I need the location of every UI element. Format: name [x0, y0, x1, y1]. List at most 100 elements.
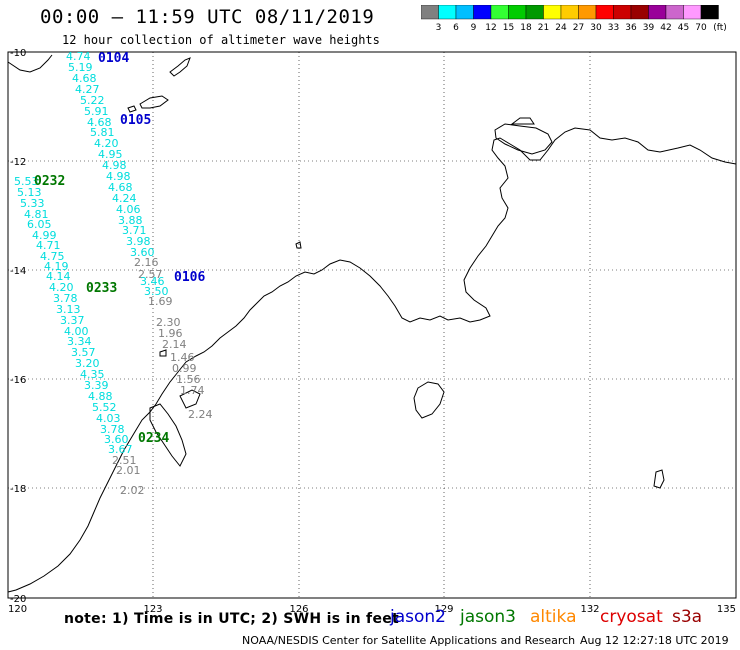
swh-value: 4.27 [75, 83, 100, 96]
swh-value: 3.67 [108, 443, 133, 456]
map-title: 00:00 – 11:59 UTC 08/11/2019 [40, 6, 375, 28]
swh-value: 3.98 [126, 235, 151, 248]
pass-label: 0104 [98, 51, 129, 66]
swh-value: 2.57 [138, 268, 163, 281]
swh-value: 4.19 [44, 260, 69, 273]
swh-value: 5.33 [20, 197, 45, 210]
swh-value: 3.60 [130, 246, 155, 259]
lat-label: -12 [10, 157, 26, 168]
swh-value: 4.20 [49, 281, 74, 294]
swh-value: 5.22 [80, 94, 105, 107]
colorbar-unit: (ft) [713, 23, 727, 33]
colorbar-label: 9 [471, 23, 477, 33]
swh-value: 3.37 [60, 314, 85, 327]
coastline-kimberley-inlet [149, 403, 187, 467]
swh-value: 3.71 [122, 224, 147, 237]
colorbar-label: 18 [520, 23, 532, 33]
coastline-island-tiny [159, 349, 167, 357]
lon-label: 126 [289, 604, 308, 615]
coastline-north-australia [7, 127, 737, 593]
coastline-island-small [653, 469, 665, 489]
map-subtitle: 12 hour collection of altimeter wave hei… [62, 33, 380, 47]
swh-value: 2.30 [156, 316, 181, 329]
footer-credit: NOAA/NESDIS Center for Satellite Applica… [242, 634, 576, 647]
longitude-labels: 120 123 126 129 132 135 [8, 604, 736, 615]
colorbar-label: 42 [660, 23, 671, 33]
swh-value: 4.03 [96, 412, 121, 425]
coastline-island-tiny-2 [295, 241, 302, 249]
colorbar-labels: 3 6 9 12 15 18 21 24 27 30 33 36 39 42 45 70 (ft) [436, 23, 727, 33]
swh-value: 4.71 [36, 239, 61, 252]
swh-value: 4.88 [88, 390, 113, 403]
swh-value: 5.19 [68, 61, 93, 74]
pass-label: 0105 [120, 113, 151, 128]
swh-value: 4.74 [66, 50, 91, 63]
swh-value: 2.01 [116, 464, 141, 477]
pass-label: 0234 [138, 431, 169, 446]
swh-value: 1.96 [158, 327, 183, 340]
legend-jason3: jason3 [460, 607, 516, 627]
swh-value: 3.78 [53, 292, 78, 305]
swh-value: 4.68 [72, 72, 97, 85]
colorbar-label: 12 [485, 23, 496, 33]
lon-label: 123 [143, 604, 162, 615]
swh-value: 2.51 [112, 454, 137, 467]
track-a-values: 4.745.194.684.275.225.914.685.814.204.95… [66, 50, 213, 421]
colorbar-label: 24 [555, 23, 567, 33]
coastline-island-3 [127, 105, 137, 113]
colorbar-label: 15 [503, 23, 514, 33]
swh-value: 4.00 [64, 325, 89, 338]
swh-value: 4.68 [87, 116, 112, 129]
legend-jason2: jason2 [390, 607, 446, 627]
swh-value: 3.50 [144, 285, 169, 298]
swh-value: 4.98 [102, 159, 127, 172]
swh-value: 4.99 [32, 229, 57, 242]
colorbar-label: 36 [625, 23, 637, 33]
coastline-island-groote [413, 381, 445, 419]
colorbar-legend: 3 6 9 12 15 18 21 24 27 30 33 36 39 42 45 70 (ft) [421, 5, 727, 33]
swh-value: 4.95 [98, 148, 123, 161]
swh-value: 2.14 [162, 338, 187, 351]
colorbar-label: 3 [436, 23, 442, 33]
coastline-island-1 [169, 57, 191, 77]
footer-note: note: 1) Time is in UTC; 2) SWH is in fe… [64, 611, 400, 627]
colorbar-label: 70 [695, 23, 707, 33]
swh-value: 3.88 [118, 214, 143, 227]
pass-label: 0233 [86, 281, 117, 296]
swh-value: 4.68 [108, 181, 133, 194]
track-b-values: 5.535.135.334.816.054.994.714.754.194.14… [14, 175, 145, 497]
colorbar-swatch [700, 5, 719, 20]
coastline [7, 54, 737, 593]
lat-label: -18 [10, 484, 26, 495]
swh-value: 3.78 [100, 423, 125, 436]
coastline-kimberley-islands [179, 389, 201, 409]
colorbar-label: 6 [453, 23, 459, 33]
swh-value: 4.35 [80, 368, 105, 381]
swh-value: 1.74 [180, 384, 205, 397]
colorbar-label: 45 [678, 23, 689, 33]
swh-value: 4.14 [46, 270, 71, 283]
swh-value: 5.52 [92, 401, 117, 414]
map-grid [8, 52, 736, 598]
swh-value: 3.46 [140, 275, 165, 288]
lon-label: 135 [717, 604, 736, 615]
swh-value: 1.69 [148, 295, 173, 308]
lon-label: 120 [8, 604, 27, 615]
coastline-timor [7, 54, 53, 73]
swh-value: 3.60 [104, 433, 129, 446]
colorbar-swatches [421, 5, 719, 20]
colorbar-label: 30 [590, 23, 602, 33]
swh-value: 2.24 [188, 408, 213, 421]
swh-value: 5.91 [84, 105, 109, 118]
colorbar-label: 27 [573, 23, 584, 33]
swh-value: 4.75 [40, 250, 65, 263]
lon-label: 129 [434, 604, 453, 615]
legend-altika: altika [530, 607, 577, 627]
swh-value: 2.02 [120, 484, 145, 497]
swh-value: 1.46 [170, 351, 195, 364]
lat-label: -10 [10, 48, 26, 59]
pass-label: 0232 [34, 174, 65, 189]
colorbar-label: 39 [643, 23, 655, 33]
lat-label: -14 [10, 266, 26, 277]
